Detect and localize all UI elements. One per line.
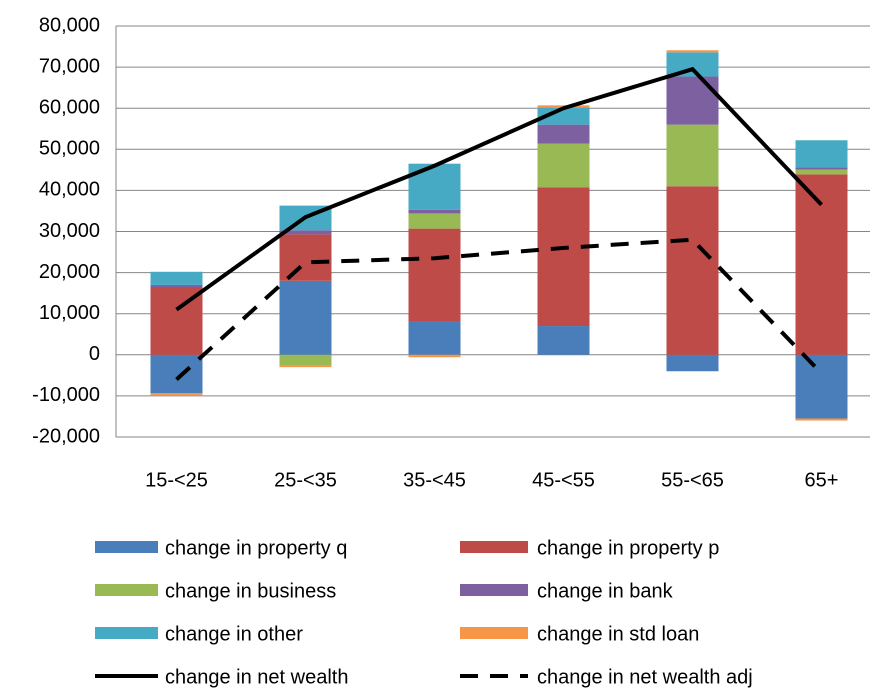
bar-segment xyxy=(537,187,590,327)
bar-segment xyxy=(537,143,590,188)
y-tick-label: 50,000 xyxy=(39,138,100,160)
x-tick-label: 35-<45 xyxy=(403,469,466,491)
legend-swatch xyxy=(95,627,158,639)
bar-segment xyxy=(408,163,461,210)
legend-swatch xyxy=(95,584,158,596)
bar-segment xyxy=(279,234,332,281)
y-tick-label: -10,000 xyxy=(32,384,100,406)
legend-label: change in std loan xyxy=(537,623,699,645)
bar-segment xyxy=(666,50,719,53)
bar-segment xyxy=(666,76,719,125)
y-tick-label: -20,000 xyxy=(32,425,100,447)
bar-segment xyxy=(666,354,719,372)
bar-segment xyxy=(795,169,848,175)
bar-segment xyxy=(408,354,461,358)
x-tick-label: 55-<65 xyxy=(661,469,724,491)
legend-label: change in business xyxy=(165,580,336,602)
y-tick-label: 0 xyxy=(89,343,100,365)
legend-swatch xyxy=(460,541,528,553)
bar-segment xyxy=(279,280,332,355)
y-tick-label: 70,000 xyxy=(39,55,100,77)
bar-segment xyxy=(537,107,590,125)
y-tick-label: 20,000 xyxy=(39,261,100,283)
bar-segment xyxy=(150,354,203,394)
bar-segment xyxy=(795,174,848,355)
legend-swatch xyxy=(460,627,528,639)
y-tick-label: 60,000 xyxy=(39,96,100,118)
legend-label: change in net wealth xyxy=(165,666,348,688)
bar-segment xyxy=(279,365,332,368)
bar-segment xyxy=(150,271,203,285)
bar-segment xyxy=(795,167,848,170)
bar-segment xyxy=(666,124,719,187)
bar-segment xyxy=(537,326,590,355)
x-tick-label: 25-<35 xyxy=(274,469,337,491)
line xyxy=(175,237,823,381)
bar-segment xyxy=(795,354,848,419)
legend-swatch xyxy=(95,541,158,553)
line xyxy=(175,66,823,312)
bar-segment xyxy=(408,213,461,229)
legend-swatch xyxy=(460,584,528,596)
y-tick-label: 80,000 xyxy=(39,14,100,36)
x-tick-label: 15-<25 xyxy=(145,469,208,491)
bar-segment xyxy=(666,186,719,355)
bar-segment xyxy=(408,228,461,322)
y-tick-label: 30,000 xyxy=(39,220,100,242)
bar-segment xyxy=(795,140,848,168)
bar-segment xyxy=(150,393,203,396)
bar-segment xyxy=(279,354,332,366)
bar-segment xyxy=(279,230,332,235)
y-tick-label: 40,000 xyxy=(39,179,100,201)
x-tick-label: 65+ xyxy=(805,469,839,491)
y-tick-label: 10,000 xyxy=(39,302,100,324)
bar-segment xyxy=(795,418,848,421)
legend-label: change in net wealth adj xyxy=(537,666,753,688)
bar-segment xyxy=(408,321,461,355)
bar-segment xyxy=(408,209,461,214)
legend-label: change in bank xyxy=(537,580,674,602)
legend-label: change in other xyxy=(165,623,303,645)
legend-label: change in property p xyxy=(537,537,719,559)
legend-label: change in property q xyxy=(165,537,347,559)
bar-segment xyxy=(150,284,203,287)
bar-segment xyxy=(537,124,590,144)
x-tick-label: 45-<55 xyxy=(532,469,595,491)
